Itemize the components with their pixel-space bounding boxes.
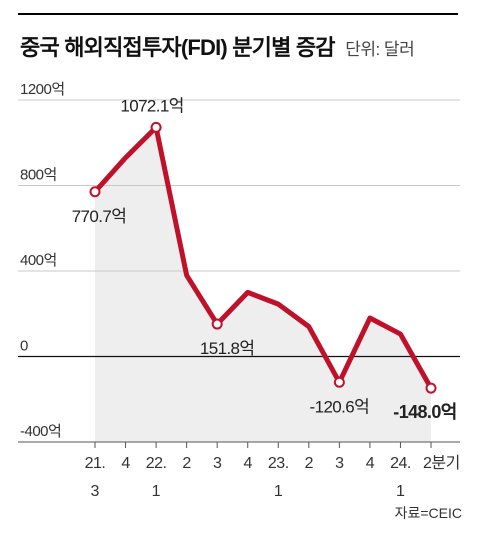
x-tick-label: 2분기 [423,454,460,472]
x-tick-label: 3 [213,455,222,472]
x-tick-label: 2 [305,455,314,472]
x-tick-label: 23. [268,455,289,472]
data-label: 151.8억 [200,339,255,358]
data-point-marker [333,376,345,388]
x-tick-sublabel: 1 [152,483,161,500]
data-label: 770.7억 [72,207,127,226]
x-tick-sublabel: 3 [91,483,100,500]
x-tick-label: 3 [335,455,344,472]
area-fill [95,127,431,442]
x-tick-label: 22. [146,455,167,472]
x-tick-sublabel: 1 [396,483,405,500]
source-label: 자료=CEIC [394,505,462,521]
top-rule [18,13,458,15]
x-tick-label: 4 [121,455,130,472]
data-label: 1072.1억 [120,96,183,115]
x-tick-label: 4 [244,455,253,472]
y-tick-label: -400억 [20,423,61,440]
x-tick-label: 21. [85,455,106,472]
header: 중국 해외직접투자(FDI) 분기별 증감 단위: 달러 [20,30,415,62]
data-point-marker [425,382,437,394]
y-tick-label: 0 [20,338,28,355]
data-point-marker [211,318,223,330]
x-tick-label: 4 [366,455,375,472]
data-point-marker [89,186,101,198]
data-point-marker [150,121,162,133]
data-label: -120.6억 [310,397,370,416]
series-line [92,124,434,391]
x-tick-label: 24. [390,455,411,472]
unit-label: 단위: 달러 [345,40,415,59]
x-tick-sublabel: 1 [274,483,283,500]
y-tick-label: 400억 [20,252,57,269]
y-tick-label: 800억 [20,167,57,184]
y-tick-label: 1200억 [20,81,65,98]
data-label: -148.0억 [393,402,456,422]
chart-title: 중국 해외직접투자(FDI) 분기별 증감 [20,35,336,60]
x-tick-label: 2 [182,455,191,472]
